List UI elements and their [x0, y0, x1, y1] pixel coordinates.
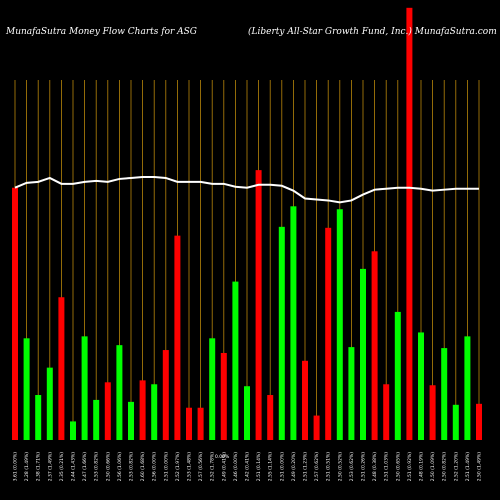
chart-title-left: MunafaSutra Money Flow Charts for ASG: [5, 27, 197, 37]
x-tick-label: 2.52 (1.78%): [210, 452, 216, 482]
x-tick-label: 2.51 (0.51%): [326, 452, 332, 482]
money-flow-bar: [186, 407, 192, 440]
money-flow-bar: [58, 297, 65, 440]
money-flow-bar: [360, 268, 366, 440]
x-tick-label: 2.50 (0.65%): [395, 452, 401, 482]
x-tick-label: 2.38 (1.71%): [36, 452, 42, 482]
x-tick-label: 2.48 (0.38%): [372, 452, 378, 482]
x-tick-label: 2.35 (0.21%): [59, 452, 65, 482]
money-flow-bar: [406, 7, 413, 440]
money-flow-bar: [220, 352, 227, 440]
x-tick-label: 2.53 (0.82%): [129, 452, 135, 482]
money-flow-bar: [394, 311, 401, 440]
money-flow-bar: [441, 348, 448, 440]
x-tick-labels: 3.61 (0.00%) 2.28 (1.49%) 2.38 (1.71%) 2.37…: [13, 452, 483, 482]
x-tick-label: 2.50 (0.66%): [105, 452, 111, 482]
money-flow-bar: [23, 338, 30, 440]
money-flow-bar: [290, 206, 297, 440]
x-tick-label: 2.28 (1.49%): [24, 452, 30, 482]
x-tick-label: 2.53 (0.82%): [94, 452, 100, 482]
x-tick-label: 2.60 (1.68%): [140, 452, 146, 482]
money-flow-bar: [162, 350, 169, 440]
x-tick-label: 2.53 (1.48%): [187, 452, 193, 482]
money-flow-bar: [70, 421, 76, 440]
chart-bars: [12, 7, 482, 440]
x-tick-label: 2.37 (1.49%): [47, 452, 53, 482]
x-tick-label: 2.51 (1.49%): [465, 452, 471, 482]
money-flow-bar: [255, 170, 262, 440]
money-flow-bar: [313, 415, 320, 440]
x-tick-label: 2.49 (0.41%): [221, 452, 227, 482]
x-tick-label: 2.52 (1.97%): [175, 452, 181, 482]
x-tick-label: 2.53 (0.62%): [349, 452, 355, 482]
axis-note: 0.00%: [215, 454, 230, 460]
x-tick-label: 2.51 (1.03%): [384, 452, 390, 482]
x-tick-label: 2.50 (1.49%): [477, 452, 483, 482]
x-tick-label: 3.61 (0.00%): [13, 452, 19, 482]
money-flow-bar: [267, 395, 274, 440]
chart-title-right: (Liberty All-Star Growth Fund, Inc.) Mun…: [248, 26, 497, 37]
money-flow-bar: [35, 395, 42, 440]
money-flow-bar: [93, 399, 100, 440]
x-tick-label: 2.51 (1.23%): [303, 452, 309, 482]
x-tick-label: 2.56 (0.00%): [152, 452, 158, 482]
money-flow-bar: [278, 226, 285, 440]
x-tick-label: 2.50 (0.52%): [337, 452, 343, 482]
x-tick-label: 2.49 (0.20%): [291, 452, 297, 482]
money-flow-bar: [452, 404, 459, 440]
money-flow-bar: [174, 235, 181, 440]
money-flow-bar: [46, 367, 53, 440]
money-flow-bar: [371, 251, 378, 440]
money-flow-bar: [476, 403, 482, 440]
money-flow-bar: [418, 332, 424, 440]
money-flow-bar: [104, 382, 111, 440]
x-tick-label: 2.56 (1.06%): [117, 452, 123, 482]
money-flow-bar: [464, 336, 471, 440]
x-tick-label: 2.48 (0.19%): [419, 452, 425, 482]
x-tick-label: 2.51 (0.14%): [256, 452, 262, 482]
x-tick-label: 2.55 (1.14%): [268, 452, 274, 482]
x-tick-label: 2.52 (1.20%): [453, 452, 459, 482]
money-flow-bar: [81, 336, 88, 440]
x-tick-label: 2.57 (0.56%): [198, 452, 204, 482]
money-flow-bar: [348, 347, 355, 440]
money-flow-bar: [244, 386, 250, 440]
money-flow-bar: [336, 209, 343, 440]
x-tick-label: 2.50 (1.09%): [430, 452, 436, 482]
x-tick-label: 2.46 (0.00%): [233, 452, 239, 482]
money-flow-bar: [383, 384, 390, 440]
money-flow-bar: [302, 360, 308, 440]
x-tick-label: 2.57 (0.62%): [314, 452, 320, 482]
x-tick-label: 2.51 (0.26%): [361, 452, 367, 482]
money-flow-bar: [325, 227, 332, 440]
money-flow-bar: [197, 407, 204, 440]
x-tick-label: 2.42 (0.41%): [245, 452, 251, 482]
chart-line-layer: [14, 175, 479, 204]
x-tick-label: 2.51 (0.00%): [163, 452, 169, 482]
money-flow-bar: [209, 338, 216, 440]
price-line: [14, 175, 479, 204]
money-flow-bar: [232, 281, 239, 440]
money-flow-bar: [128, 401, 134, 440]
x-tick-label: 2.51 (0.00%): [279, 452, 285, 482]
x-tick-label: 2.47 (1.66%): [82, 452, 88, 482]
x-tick-label: 2.51 (0.92%): [407, 452, 413, 482]
money-flow-bar: [429, 385, 436, 440]
x-tick-label: 2.44 (1.43%): [71, 452, 77, 482]
x-tick-label: 2.50 (0.82%): [442, 452, 448, 482]
money-flow-bar: [12, 187, 18, 440]
money-flow-bar: [139, 380, 146, 440]
money-flow-bar: [116, 345, 123, 440]
money-flow-bar: [151, 384, 158, 440]
